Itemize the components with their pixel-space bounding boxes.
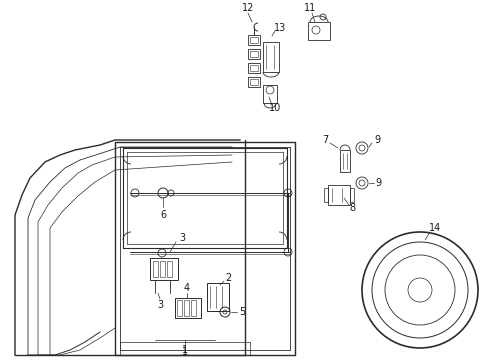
Bar (328, 185, 350, 205)
Bar (175, 298, 201, 318)
Bar (263, 85, 277, 103)
Bar (250, 51, 258, 57)
Text: 14: 14 (429, 223, 441, 233)
Text: 11: 11 (304, 3, 316, 13)
Bar (150, 258, 178, 280)
Bar (340, 150, 350, 172)
Bar (248, 35, 260, 45)
Bar (248, 49, 260, 59)
Text: 10: 10 (269, 103, 281, 113)
Bar (160, 261, 165, 277)
Text: 2: 2 (225, 273, 231, 283)
Bar (207, 283, 229, 311)
Text: 9: 9 (374, 135, 380, 145)
Text: 3: 3 (179, 233, 185, 243)
Bar (248, 77, 260, 87)
Bar (191, 300, 196, 316)
Text: 3: 3 (157, 300, 163, 310)
Text: 12: 12 (242, 3, 254, 13)
Text: 9: 9 (375, 178, 381, 188)
Bar (184, 300, 189, 316)
Bar (324, 188, 328, 202)
Bar (350, 188, 354, 202)
Bar (248, 63, 260, 73)
Bar (167, 261, 172, 277)
Bar (250, 37, 258, 43)
Bar (177, 300, 182, 316)
Text: 13: 13 (274, 23, 286, 33)
Bar (263, 42, 279, 72)
Bar (153, 261, 158, 277)
Text: 1: 1 (182, 345, 188, 355)
Text: 4: 4 (184, 283, 190, 293)
Text: 1: 1 (182, 347, 188, 357)
Text: 8: 8 (349, 203, 355, 213)
Text: 6: 6 (160, 210, 166, 220)
Text: 7: 7 (322, 135, 328, 145)
Bar (250, 65, 258, 71)
Bar (308, 22, 330, 40)
Bar (250, 79, 258, 85)
Text: 5: 5 (239, 307, 245, 317)
